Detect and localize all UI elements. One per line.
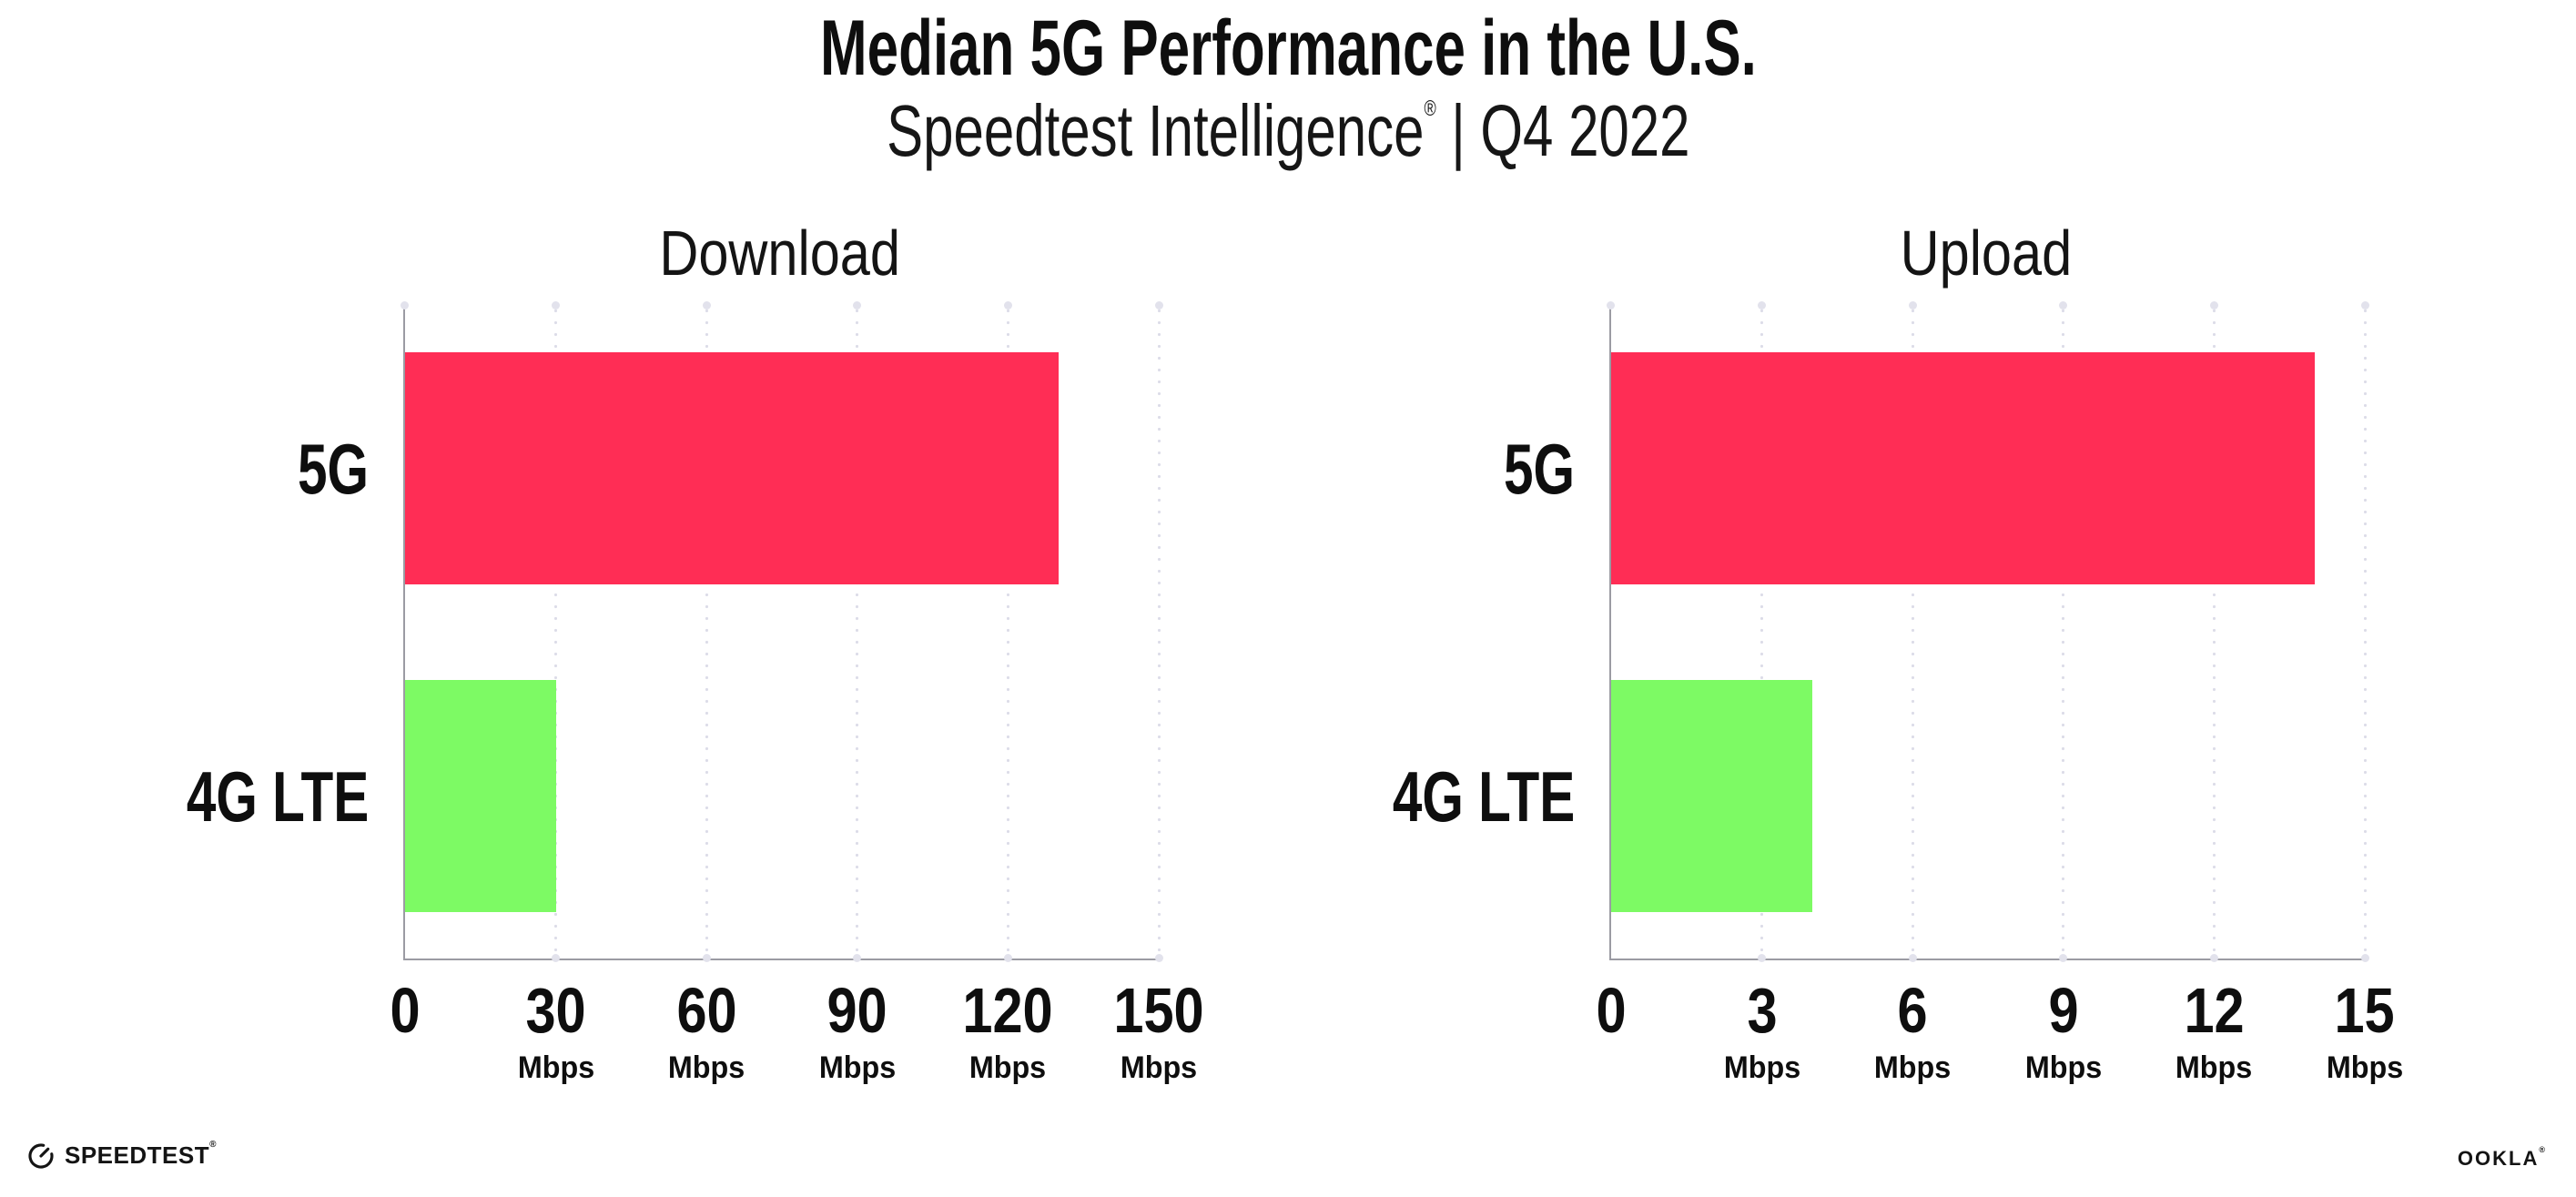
upload-tick-3: 3 Mbps: [1721, 979, 1802, 1083]
upload-gridline-top-dot-3: [1758, 301, 1767, 309]
ookla-wordmark: OOKLA: [2457, 1147, 2540, 1170]
download-bar-5g: [405, 352, 1059, 584]
upload-bar-5g: [1611, 352, 2315, 584]
upload-axis-tick-dot-9: [2059, 954, 2068, 962]
download-tick-0: 0: [388, 979, 423, 1042]
upload-tick-value-15: 15: [2334, 975, 2396, 1046]
download-gridline-top-dot-60: [702, 301, 711, 309]
page-subtitle: Speedtest Intelligence® | Q4 2022: [0, 95, 2576, 167]
download-tick-unit-90: Mbps: [818, 1050, 896, 1085]
download-gridline-top-dot-120: [1003, 301, 1012, 309]
download-tick-value-150: 150: [1113, 975, 1204, 1046]
ookla-trademark: ®: [2539, 1145, 2547, 1154]
upload-tick-12: 12 Mbps: [2174, 979, 2255, 1083]
download-yaxis-top-dot: [400, 301, 409, 309]
download-tick-120: 120 Mbps: [955, 979, 1061, 1083]
upload-tick-unit-9: Mbps: [2024, 1050, 2102, 1085]
download-gridline-top-dot-90: [853, 301, 862, 309]
download-tick-unit-30: Mbps: [517, 1050, 594, 1085]
download-tick-unit-120: Mbps: [969, 1050, 1047, 1085]
speedtest-trademark: ®: [209, 1140, 217, 1150]
download-gridline-90: [856, 305, 859, 959]
speedtest-gauge-icon: [28, 1142, 54, 1169]
download-tick-value-0: 0: [390, 975, 421, 1046]
download-gridline-top-dot-150: [1154, 301, 1163, 309]
download-gridline-top-dot-30: [552, 301, 561, 309]
download-gridline-60: [705, 305, 708, 959]
download-chart-panel: Download 0 30 Mbps 60 Mbps 90 Mbps 120 Mbps 150 Mb…: [187, 0, 1204, 1197]
page-title-text: Median 5G Performance in the U.S.: [819, 5, 1757, 92]
upload-tick-9: 9 Mbps: [2023, 979, 2104, 1083]
download-tick-value-120: 120: [962, 975, 1054, 1046]
download-chart-title: Download: [659, 218, 901, 289]
upload-gridline-12: [2212, 305, 2216, 959]
registered-mark: ®: [1424, 96, 1436, 121]
upload-gridline-top-dot-6: [1908, 301, 1917, 309]
download-axis-tick-dot-120: [1003, 954, 1012, 962]
subtitle-separator: |: [1450, 90, 1465, 171]
upload-tick-unit-15: Mbps: [2326, 1050, 2404, 1085]
upload-tick-value-12: 12: [2184, 975, 2245, 1046]
upload-category-label-4g-lte: 4G LTE: [1392, 756, 1575, 837]
subtitle-brand: Speedtest Intelligence: [886, 90, 1425, 171]
speedtest-wordmark: SPEEDTEST®: [65, 1140, 217, 1169]
upload-yaxis-top-dot: [1606, 301, 1615, 309]
upload-tick-value-3: 3: [1747, 975, 1778, 1046]
upload-tick-6: 6 Mbps: [1872, 979, 1953, 1083]
upload-tick-0: 0: [1594, 979, 1629, 1042]
download-axis-tick-dot-30: [552, 954, 561, 962]
download-tick-unit-60: Mbps: [668, 1050, 745, 1085]
download-tick-60: 60 Mbps: [666, 979, 747, 1083]
download-category-label-4g-lte: 4G LTE: [186, 756, 369, 837]
upload-axis-tick-dot-12: [2209, 954, 2218, 962]
ookla-logo: OOKLA®: [2457, 1145, 2547, 1171]
upload-tick-15: 15 Mbps: [2325, 979, 2406, 1083]
upload-chart-title: Upload: [1900, 218, 2073, 289]
page-subtitle-text: Speedtest Intelligence® | Q4 2022: [887, 95, 1689, 167]
upload-bar-4g-lte: [1611, 680, 1812, 912]
upload-chart-panel: Upload 0 3 Mbps 6 Mbps 9 Mbps 12 Mbps 15 Mbps 5G 4G …: [1393, 0, 2404, 1197]
upload-gridline-top-dot-15: [2360, 301, 2369, 309]
download-axis-tick-dot-60: [702, 954, 711, 962]
upload-tick-value-9: 9: [2048, 975, 2079, 1046]
page-title: Median 5G Performance in the U.S.: [0, 9, 2576, 87]
download-gridline-150: [1157, 305, 1161, 959]
upload-tick-value-6: 6: [1897, 975, 1928, 1046]
download-tick-30: 30 Mbps: [515, 979, 596, 1083]
download-tick-value-30: 30: [525, 975, 586, 1046]
subtitle-period: Q4 2022: [1480, 90, 1690, 171]
download-tick-value-90: 90: [827, 975, 887, 1046]
download-gridline-30: [554, 305, 558, 959]
download-tick-unit-150: Mbps: [1120, 1050, 1198, 1085]
upload-tick-value-0: 0: [1596, 975, 1627, 1046]
speedtest-logo: SPEEDTEST®: [27, 1140, 217, 1170]
upload-axis-tick-dot-3: [1758, 954, 1767, 962]
download-gridline-120: [1006, 305, 1009, 959]
upload-gridline-9: [2062, 305, 2065, 959]
upload-category-label-5g: 5G: [1503, 428, 1575, 509]
download-axis-tick-dot-90: [853, 954, 862, 962]
download-tick-150: 150 Mbps: [1106, 979, 1212, 1083]
upload-gridline-top-dot-9: [2059, 301, 2068, 309]
upload-axis-tick-dot-6: [1908, 954, 1917, 962]
download-axis-tick-dot-150: [1154, 954, 1163, 962]
upload-tick-unit-3: Mbps: [1723, 1050, 1800, 1085]
upload-plot-area: 0 3 Mbps 6 Mbps 9 Mbps 12 Mbps 15 Mbps 5G 4G LTE: [1393, 301, 2403, 1083]
download-category-label-5g: 5G: [297, 428, 369, 509]
upload-tick-unit-6: Mbps: [1874, 1050, 1952, 1085]
upload-tick-unit-12: Mbps: [2175, 1050, 2253, 1085]
upload-gridline-6: [1911, 305, 1914, 959]
upload-gridline-top-dot-12: [2209, 301, 2218, 309]
download-tick-value-60: 60: [676, 975, 737, 1046]
download-tick-90: 90 Mbps: [816, 979, 898, 1083]
download-bar-4g-lte: [405, 680, 556, 912]
upload-gridline-15: [2363, 305, 2367, 959]
upload-axis-tick-dot-15: [2360, 954, 2369, 962]
download-plot-area: 0 30 Mbps 60 Mbps 90 Mbps 120 Mbps 150 Mbps 5G 4G LT…: [187, 301, 1204, 1083]
upload-gridline-3: [1760, 305, 1764, 959]
